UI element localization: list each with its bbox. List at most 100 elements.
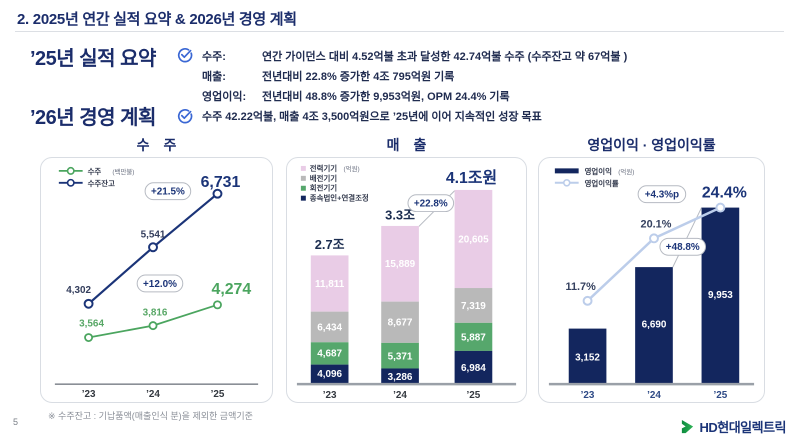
check-circle-icon [177,48,193,63]
svg-text:6,434: 6,434 [317,323,342,334]
bar-24: 15,889 8,677 5,371 3,286 [381,225,419,385]
summary-label: 수주: [202,51,226,63]
svg-text:3,152: 3,152 [575,352,600,363]
svg-text:5,371: 5,371 [388,351,413,362]
x-tick-24: ’24 [393,390,407,401]
x-tick-24: ’24 [647,390,661,401]
summary-row-operating-profit: 영업이익: 전년대비 48.8% 증가한 9,953억원, OPM 24.4% … [202,86,782,106]
margin-line [582,202,726,306]
profit-bars: 3,152 6,690 9,953 [568,207,740,385]
x-tick-23: ’23 [82,389,96,400]
svg-text:+4.3%p: +4.3%p [645,190,679,201]
total-25: 4.1조원 [446,169,497,187]
legend: 영업이익 (억원) 영업이익률 [554,166,634,188]
svg-text:영업이익률: 영업이익률 [585,178,619,188]
summary-row-orders: 수주: 연간 가이던스 대비 4.52억불 초과 달성한 42.74억불 수주 … [202,46,782,66]
summary-text: 전년대비 48.8% 증가한 9,953억원, OPM 24.4% 기록 [262,91,510,103]
backlog-value-24: 5,541 [141,229,166,240]
svg-text:8,677: 8,677 [388,318,413,329]
chart-operating-profit-card: 영업이익 (억원) 영업이익률 3,152 6,690 [538,157,765,403]
page-title: 2. 2025년 연간 실적 요약 & 2026년 경영 계획 [17,11,297,28]
svg-text:5,887: 5,887 [461,333,486,344]
svg-text:종속법인+연결조정: 종속법인+연결조정 [310,193,369,203]
x-tick-23: ’23 [581,390,595,401]
hd-hyundai-arrow-icon [682,419,694,434]
chart-operating-profit: 영업이익 · 영업이익률 영업이익 (억원) 영업이익률 [538,136,765,403]
summary-text: 연간 가이던스 대비 4.52억불 초과 달성한 42.74억불 수주 (수주잔… [262,51,628,63]
svg-text:영업이익: 영업이익 [585,166,612,176]
company-logo: HD현대일렉트릭 [680,417,786,436]
svg-text:(억원): (억원) [344,164,360,173]
svg-text:4,096: 4,096 [317,369,342,380]
chart-revenue-title: 매 출 [386,137,427,153]
legend-marker-backlog [66,178,75,187]
badge-revenue-growth: +22.8% [407,194,455,213]
svg-text:회전기기: 회전기기 [310,183,337,193]
chart-orders-title: 수 주 [136,137,177,153]
chart-operating-profit-title: 영업이익 · 영업이익률 [587,137,716,153]
svg-text:15,889: 15,889 [385,259,416,270]
svg-text:4,687: 4,687 [317,348,342,359]
chart-orders-card: 수주 (백만불) 수주잔고 [40,157,273,403]
x-tick-24: ’24 [146,389,160,400]
summary-row-revenue: 매출: 전년대비 22.8% 증가한 4조 795억원 기록 [202,66,782,86]
badge-orders-growth: +12.0% [136,274,184,293]
results-summary-list: 수주: 연간 가이던스 대비 4.52억불 초과 달성한 42.74억불 수주 … [202,46,782,106]
svg-text:6,984: 6,984 [461,363,486,374]
margin-23: 11.7% [565,281,596,293]
svg-text:배전기기: 배전기기 [310,173,337,183]
summary-label: 매출: [202,71,226,83]
revenue-stacked-bar-chart: 전력기기 (억원) 배전기기 회전기기 종속법인+연결조정 [296,163,517,401]
bar-23: 11,811 6,434 4,687 4,096 [310,255,349,385]
svg-text:(억원): (억원) [618,167,634,176]
legend: 전력기기 (억원) 배전기기 회전기기 종속법인+연결조정 [300,163,369,203]
badge-margin-growth: +4.3%p [637,185,687,204]
annotation-connector [672,207,703,268]
svg-text:전력기기: 전력기기 [310,163,337,173]
x-tick-25: ’25 [713,390,727,401]
legend-marker-orders [66,166,75,175]
legend-marker-margin [562,179,571,187]
page-number: 5 [13,417,19,427]
title-divider [15,31,784,32]
bar-25: 20,605 7,319 5,887 6,984 [454,189,493,385]
summary-text: 전년대비 22.8% 증가한 4조 795억원 기록 [262,71,455,83]
total-23: 2.7조 [315,237,345,252]
chart-orders: 수 주 수주 (백만불) 수주잔고 [40,136,273,403]
heading-2026-plan: ’26년 경영 계획 [30,107,156,129]
x-tick-23: ’23 [323,390,337,401]
total-24: 3.3조 [385,207,415,222]
svg-text:7,319: 7,319 [461,301,486,312]
svg-text:+22.8%: +22.8% [414,199,448,210]
margin-24: 20.1% [641,218,672,230]
orders-value-25: 4,274 [212,281,252,298]
series-orders-line [84,300,222,342]
charts-row: 수 주 수주 (백만불) 수주잔고 [40,136,765,403]
svg-text:9,953: 9,953 [708,290,733,301]
chart-revenue: 매 출 전력기기 (억원) 배전기기 회전기기 종속법인+연결조정 [286,136,527,403]
legend: 수주 (백만불) 수주잔고 [58,166,134,188]
heading-2025-results: ’25년 실적 요약 [30,48,156,70]
x-tick-25: ’25 [211,389,225,400]
backlog-value-25: 6,731 [201,174,241,191]
check-circle-icon [177,109,193,124]
badge-profit-growth: +48.8% [659,237,707,256]
plan-2026-text: 수주 42.22억불, 매출 4조 3,500억원으로 ’25년에 이어 지속적… [202,111,542,123]
badge-backlog-growth: +21.5% [144,182,192,201]
svg-text:(백만불): (백만불) [112,167,134,176]
backlog-value-23: 4,302 [66,285,91,296]
margin-25: 24.4% [702,185,747,202]
svg-text:3,286: 3,286 [388,372,413,383]
svg-text:+12.0%: +12.0% [143,279,177,290]
orders-value-23: 3,564 [79,319,104,330]
orders-line-chart: 수주 (백만불) 수주잔고 [54,166,259,400]
svg-text:6,690: 6,690 [642,320,667,331]
series-backlog-line [83,188,223,309]
footnote: ※ 수주잔고 : 기납품액(매출인식 분)을 제외한 금액기준 [48,411,253,421]
x-tick-25: ’25 [467,390,481,401]
svg-text:수주: 수주 [88,167,102,176]
svg-text:+48.8%: +48.8% [666,242,700,253]
summary-label: 영업이익: [202,91,247,103]
svg-text:20,605: 20,605 [458,234,489,245]
